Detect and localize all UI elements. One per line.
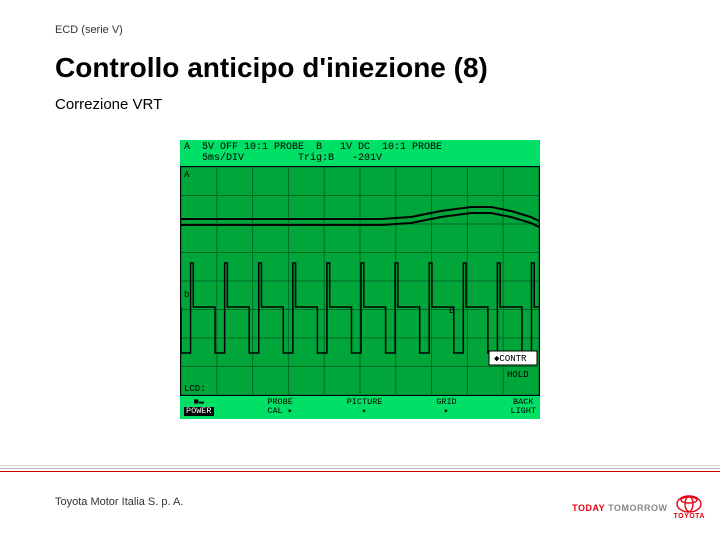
scope-menu-item[interactable]: ■▬POWER	[184, 398, 214, 416]
scope-label-b-mid: B	[449, 306, 455, 316]
scope-menu-item[interactable]: GRID▸	[436, 398, 456, 416]
footer-brand: TODAY TOMORROW TOYOTA	[572, 495, 705, 520]
scope-menu: ■▬POWER PROBECAL ▸ PICTURE▸ GRID▸ BACKLIGHT	[180, 396, 540, 419]
subtitle: Correzione VRT	[55, 96, 162, 113]
brand-words: TODAY TOMORROW	[572, 503, 667, 513]
scope-contr-label: ◆CONTR	[494, 354, 527, 364]
scope-screen: A b B ◆CONTR HOLD LCD:	[180, 166, 540, 396]
scope-label-b: b	[184, 290, 189, 300]
scope-hold-label: HOLD	[507, 370, 529, 380]
scope-menu-item[interactable]: PROBECAL ▸	[267, 398, 293, 416]
footer-divider	[0, 471, 720, 473]
scope-menu-item[interactable]: BACKLIGHT	[510, 398, 536, 416]
scope-lcd-label: LCD:	[184, 384, 206, 394]
page-title: Controllo anticipo d'iniezione (8)	[55, 52, 488, 84]
toyota-logo: TOYOTA	[673, 495, 705, 520]
scope-menu-item[interactable]: PICTURE▸	[347, 398, 383, 416]
oscilloscope: A 5V OFF 10:1 PROBE B 1V DC 10:1 PROBE 5…	[180, 140, 540, 440]
scope-readout: A 5V OFF 10:1 PROBE B 1V DC 10:1 PROBE 5…	[180, 140, 540, 166]
breadcrumb: ECD (serie V)	[55, 24, 123, 36]
footer-text: Toyota Motor Italia S. p. A.	[55, 496, 183, 508]
scope-label-a: A	[184, 170, 190, 180]
